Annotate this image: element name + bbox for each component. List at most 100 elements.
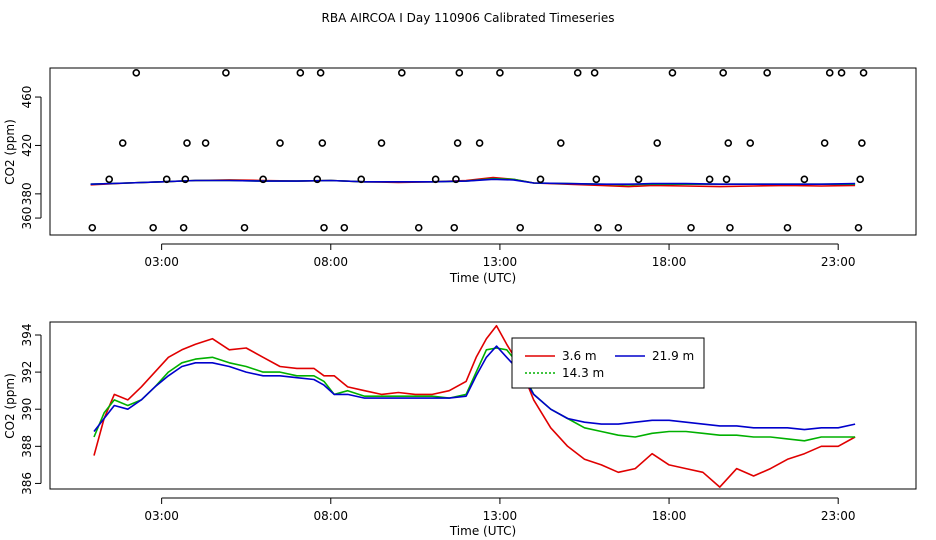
raw-data-point [496,69,504,77]
raw-data-point [800,175,809,184]
bottom-series-lines [93,324,856,488]
raw-data-point [318,139,327,147]
top-y-axis-label: CO2 (ppm) [3,119,17,185]
raw-data-point [726,223,734,232]
raw-data-point [450,223,459,232]
raw-data-point [296,69,305,77]
raw-data-point [724,139,733,147]
bottom-y-tick-label: 388 [20,435,34,458]
bottom-x-tick-label: 13:00 [483,509,518,523]
raw-data-point [398,69,406,77]
raw-data-point [858,139,866,147]
raw-data-point [783,223,792,232]
legend-label-21-9m: 21.9 m [652,349,694,363]
raw-data-point [377,139,386,147]
top-x-tick-label: 08:00 [313,255,348,269]
raw-data-point [320,223,328,232]
top-x-axis: 03:00 08:00 13:00 18:00 23:00 [144,243,856,269]
raw-data-point [453,139,462,147]
top-x-axis-label: Time (UTC) [449,271,516,285]
raw-data-point [763,69,771,77]
raw-data-point [722,175,731,184]
raw-data-point [573,69,582,77]
raw-data-point [183,139,191,147]
raw-data-point [687,223,695,232]
raw-data-point [259,175,267,184]
raw-data-point [340,223,349,232]
bottom-panel: 03:00 08:00 13:00 18:00 23:00 386 388 390 392 39… [3,321,917,538]
raw-data-point [452,175,460,184]
top-y-tick-label: 420 [20,134,34,157]
raw-data-point [557,139,565,147]
raw-data-point [590,69,599,77]
raw-data-point [162,175,171,184]
raw-data-point [719,69,727,77]
raw-data-point [536,175,545,184]
raw-data-point [859,69,868,77]
bottom-y-tick-label: 390 [20,398,34,421]
legend-box [511,337,705,389]
raw-data-point [149,223,157,232]
raw-data-point [820,139,829,147]
top-plot-frame [49,67,917,236]
raw-data-point [431,175,440,184]
top-x-tick-label: 13:00 [483,255,518,269]
top-x-tick-label: 18:00 [652,255,687,269]
raw-data-point [357,175,366,184]
raw-data-point [516,223,525,232]
bottom-series-21-9-m [93,345,856,432]
raw-data-point [316,69,325,77]
bottom-y-tick-label: 392 [20,361,34,384]
bottom-y-axis-label: CO2 (ppm) [3,373,17,439]
bottom-x-tick-label: 08:00 [313,509,348,523]
chart-title: RBA AIRCOA I Day 110906 Calibrated Times… [322,11,615,25]
top-series-blue [90,178,856,185]
top-series-lines [90,176,856,188]
top-y-tick-label: 360 [20,207,34,230]
raw-data-point [825,69,834,77]
raw-data-point [181,175,190,184]
raw-data-point [222,69,230,77]
bottom-x-tick-label: 03:00 [144,509,179,523]
top-y-tick-label: 460 [20,86,34,109]
bottom-x-tick-label: 18:00 [652,509,687,523]
top-series-red [90,176,856,188]
legend: 3.6 m 21.9 m 14.3 m [511,337,705,389]
raw-data-point [132,69,141,77]
raw-data-point [88,223,97,232]
raw-data-point [313,175,322,184]
raw-data-point [653,139,662,147]
raw-data-point [475,139,484,147]
bottom-series-3-6-m [93,324,856,488]
bottom-plot-frame [49,321,917,490]
legend-label-3-6m: 3.6 m [562,349,597,363]
raw-data-point [854,223,863,232]
bottom-y-axis: 386 388 390 392 394 [20,324,42,495]
raw-data-point [414,223,423,232]
raw-data-point [118,139,127,147]
top-y-tick-label: 380 [20,182,34,205]
top-x-tick-label: 03:00 [144,255,179,269]
legend-label-14-3m: 14.3 m [562,366,604,380]
raw-data-point [592,175,601,184]
raw-data-point [455,69,464,77]
raw-data-point [240,223,249,232]
top-x-tick-label: 23:00 [821,255,856,269]
top-panel: 03:00 08:00 13:00 18:00 23:00 360 380 420 460 T… [3,67,917,285]
raw-data-point [837,69,846,77]
raw-data-point [201,139,210,147]
raw-data-point [179,223,188,232]
bottom-x-axis: 03:00 08:00 13:00 18:00 23:00 [144,497,856,523]
bottom-x-axis-label: Time (UTC) [449,524,516,538]
bottom-x-tick-label: 23:00 [821,509,856,523]
raw-data-point [746,139,755,147]
top-y-axis: 360 380 420 460 [20,86,42,230]
raw-data-point [594,223,602,232]
raw-data-point [705,175,714,184]
raw-data-point [668,69,677,77]
top-raw-points [88,69,868,232]
bottom-y-tick-label: 386 [20,472,34,495]
raw-data-point [856,175,864,184]
bottom-y-tick-label: 394 [20,324,34,347]
